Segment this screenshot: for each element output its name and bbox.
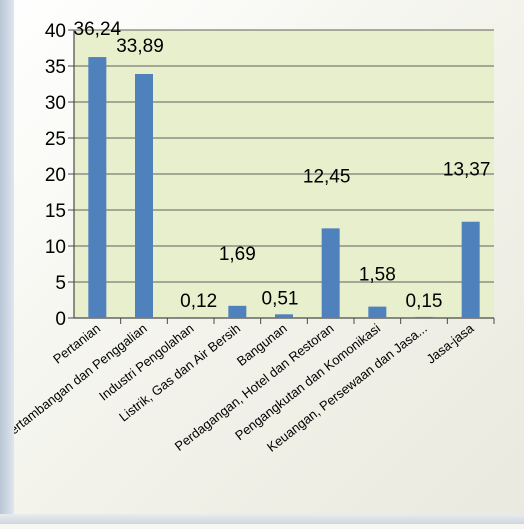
data-label: 1,58 xyxy=(359,265,396,286)
data-label: 12,45 xyxy=(303,166,351,187)
bar xyxy=(275,314,293,318)
bar xyxy=(461,221,480,318)
data-label: 0,12 xyxy=(180,291,217,312)
data-label: 0,51 xyxy=(262,288,299,309)
bar xyxy=(415,316,433,318)
y-tick-label: 35 xyxy=(45,57,66,78)
data-label: 36,24 xyxy=(74,19,122,40)
y-tick-label: 0 xyxy=(55,309,66,330)
data-label: 1,69 xyxy=(219,244,256,265)
bar xyxy=(368,306,387,318)
data-label: 13,37 xyxy=(443,160,491,181)
bar xyxy=(181,317,200,318)
y-tick-label: 30 xyxy=(45,93,66,114)
bar xyxy=(321,228,340,318)
y-tick-label: 25 xyxy=(45,129,66,150)
y-tick-label: 10 xyxy=(45,237,66,258)
bar xyxy=(135,73,153,318)
x-tick-label: Jasa-jasa xyxy=(423,320,477,367)
data-label: 33,89 xyxy=(116,36,164,57)
y-tick-label: 5 xyxy=(55,273,66,294)
y-tick-label: 40 xyxy=(45,21,66,42)
data-label: 0,15 xyxy=(406,291,443,312)
bar xyxy=(228,305,247,318)
y-tick-label: 15 xyxy=(45,201,66,222)
y-tick-label: 20 xyxy=(45,165,66,186)
background-strip-left xyxy=(0,0,14,524)
background-strip-bottom xyxy=(0,514,524,524)
bar xyxy=(88,57,107,319)
